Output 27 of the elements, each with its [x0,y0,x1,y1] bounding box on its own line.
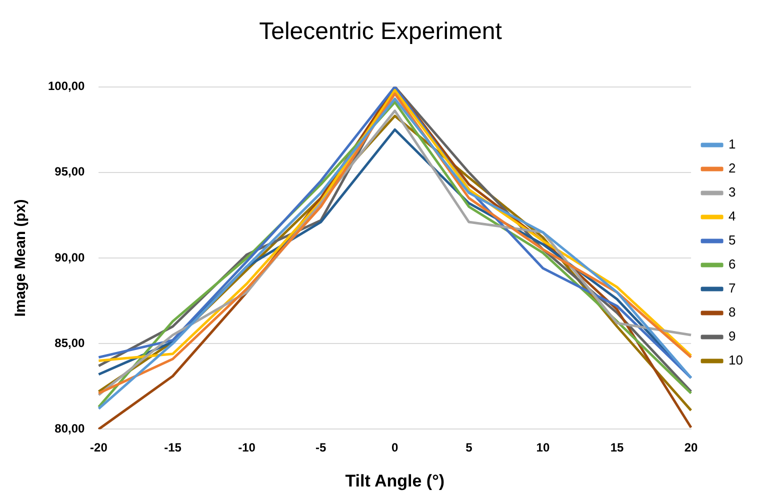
legend-label: 4 [728,208,736,224]
x-tick-label: 10 [536,440,550,455]
y-tick-label: 85,00 [54,336,86,350]
x-axis-title: Tilt Angle (°) [345,471,445,490]
x-tick-label: -10 [238,440,256,455]
legend-label: 7 [728,280,736,296]
legend-label: 10 [728,352,744,368]
y-tick-label: 90,00 [54,250,86,264]
x-tick-label: 20 [684,440,698,455]
legend-label: 2 [728,160,736,176]
y-tick-label: 95,00 [54,164,86,179]
x-tick-label: -15 [164,440,182,455]
x-tick-label: 15 [610,440,624,455]
y-tick-label: 100,00 [48,79,86,94]
x-tick-label: 5 [466,440,473,455]
y-axis-title: Image Mean (px) [12,199,30,317]
chart-title: Telecentric Experiment [259,18,502,46]
x-tick-label: -5 [315,440,326,455]
legend-label: 1 [728,136,736,152]
legend-label: 3 [728,184,736,200]
legend-label: 6 [728,256,736,272]
y-tick-label: 80,00 [54,422,86,436]
x-tick-label: 0 [392,440,399,455]
legend-label: 8 [728,304,736,320]
legend-label: 9 [728,328,736,344]
x-tick-label: -20 [90,440,108,455]
legend-label: 5 [728,232,736,248]
